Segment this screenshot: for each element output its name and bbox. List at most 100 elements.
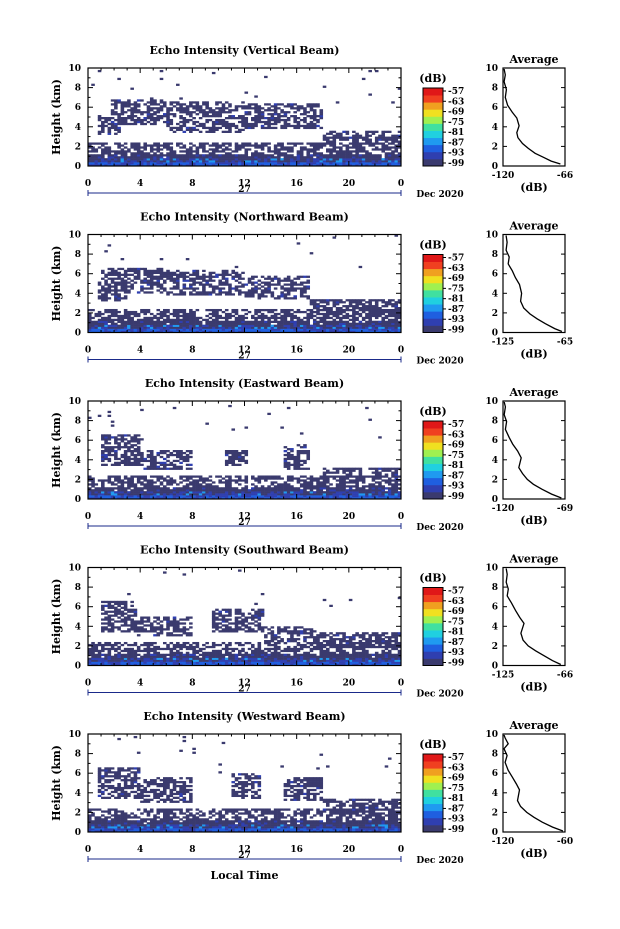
heatmap-cell (107, 410, 112, 414)
heatmap-cell (211, 124, 216, 128)
heatmap-cell (247, 322, 252, 325)
heatmap-cell (195, 148, 200, 151)
heatmap-cell (231, 162, 236, 165)
heatmap-cell (114, 322, 118, 325)
heatmap-cell (391, 318, 395, 322)
heatmap-cell (290, 154, 294, 157)
heatmap-cell (123, 122, 128, 126)
heatmap-cell (270, 487, 275, 490)
heatmap-cell (156, 146, 161, 149)
heatmap-cell (335, 150, 340, 153)
heatmap-cell (368, 320, 372, 323)
heatmap-cell (185, 475, 190, 478)
heatmap-cell (241, 164, 245, 167)
heatmap-cell (198, 479, 203, 482)
heatmap-cell (280, 489, 284, 492)
heatmap-cell (107, 271, 112, 274)
heatmap-cell (192, 481, 196, 484)
heatmap-cell (355, 483, 359, 486)
heatmap-cell (136, 150, 141, 153)
heatmap-cell (123, 481, 128, 484)
heatmap-cells (88, 569, 402, 666)
heatmap-cell (91, 316, 95, 320)
heatmap-cell (264, 75, 268, 79)
heatmap-cell (293, 328, 297, 331)
panel-1: Echo Intensity (Vertical Beam)0 4 8 12 16 20 0… (50, 44, 573, 200)
heatmap-cell (218, 146, 222, 149)
heatmap-cell (296, 497, 301, 500)
heatmap-cell (332, 330, 337, 333)
heatmap-cell (120, 111, 125, 114)
heatmap-cell (110, 99, 115, 102)
heatmap-cell (153, 316, 157, 320)
heatmap-cell (257, 316, 262, 320)
heatmap-cell (260, 107, 265, 110)
heatmap-cell (234, 109, 239, 112)
heatmap-cell (143, 495, 147, 498)
heatmap-cell (309, 485, 314, 488)
heatmap-cell (179, 330, 183, 333)
heatmap-cell (189, 287, 193, 290)
heatmap-cell (110, 450, 115, 453)
heatmap-cell (97, 310, 102, 314)
heatmap-cell (169, 146, 174, 149)
heatmap-cell (358, 320, 363, 323)
heatmap-cell (309, 312, 314, 316)
heatmap-cell (88, 322, 92, 325)
heatmap-cell (358, 467, 363, 470)
heatmap-cell (179, 328, 183, 331)
heatmap-cell (166, 463, 170, 466)
heatmap-cell (136, 320, 141, 323)
heatmap-cell (143, 328, 147, 331)
heatmap-cell (195, 481, 200, 484)
heatmap-cell (120, 158, 125, 161)
heatmap-cell (192, 328, 196, 331)
heatmap-cell (237, 451, 242, 455)
heatmap-cell (224, 158, 229, 161)
heatmap-cell (195, 162, 200, 165)
heatmap-cell (237, 489, 242, 492)
heatmap-cell (371, 308, 376, 312)
heatmap-cell (345, 473, 350, 476)
heatmap-cell (306, 495, 311, 498)
heatmap-cell (237, 144, 242, 147)
heatmap-cell (332, 136, 337, 139)
heatmap-cell (166, 310, 170, 314)
heatmap-cell (120, 101, 125, 104)
heatmap-cell (162, 103, 167, 106)
heatmap-cell (140, 497, 144, 500)
heatmap-cell (88, 483, 92, 486)
heatmap-cell (136, 118, 141, 122)
heatmap-cell (94, 647, 99, 651)
heatmap-cell (319, 481, 324, 484)
heatmap-cell (231, 124, 236, 128)
heatmap-cell (293, 493, 297, 496)
heatmap-cell (127, 450, 131, 453)
heatmap-cell (189, 491, 193, 494)
heatmap-cell (149, 101, 154, 104)
heatmap-cell (97, 661, 102, 664)
heatmap-cell (202, 283, 206, 286)
heatmap-cell (237, 160, 242, 163)
heatmap-cell (182, 314, 187, 318)
heatmap-cell (97, 132, 102, 135)
heatmap-cell (280, 154, 284, 157)
heatmap-cell (136, 154, 141, 157)
heatmap-cell (342, 136, 346, 139)
heatmap-cell (104, 297, 108, 300)
heatmap-cells (88, 404, 402, 500)
day-label: 27 (238, 352, 251, 362)
heatmap-cell (352, 312, 356, 316)
heatmap-cell (130, 489, 134, 492)
heatmap-cell (273, 152, 278, 155)
heatmap-cell (342, 491, 346, 494)
heatmap-cell (286, 111, 291, 114)
heatmap-cell (169, 279, 174, 282)
heatmap-cell (303, 451, 307, 455)
heatmap-cell (162, 154, 167, 157)
heatmap-cell (208, 148, 213, 151)
heatmap-cell (280, 293, 284, 296)
heatmap-cell (143, 483, 147, 486)
heatmap-cell (107, 162, 112, 165)
heatmap-cell (374, 308, 379, 312)
